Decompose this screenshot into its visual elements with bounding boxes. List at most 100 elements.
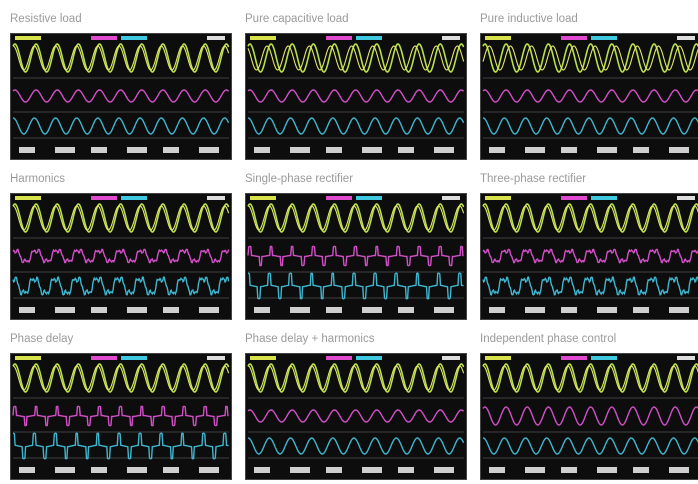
trace-channel-3: [247, 272, 464, 300]
readout: [669, 307, 689, 313]
readout: [91, 147, 107, 153]
readout: [561, 467, 577, 473]
panel-title: Resistive load: [10, 13, 82, 25]
readout: [669, 147, 689, 153]
trace-current: [482, 365, 698, 391]
readout: [525, 467, 545, 473]
status-tag: [442, 36, 460, 40]
readout: [669, 467, 689, 473]
readout: [19, 467, 35, 473]
readout: [55, 147, 75, 153]
channel-tag: [15, 356, 41, 360]
trace-channel-2: [482, 406, 698, 426]
channel-tag: [121, 356, 147, 360]
channel-tag: [326, 356, 352, 360]
trace-current: [12, 365, 230, 391]
channel-tag: [591, 36, 617, 40]
channel-tag: [91, 36, 117, 40]
trace-current: [12, 205, 230, 231]
scope-display: [12, 356, 230, 473]
trace-channel-3: [12, 276, 230, 296]
trace-channel-2: [247, 409, 465, 423]
channel-tag: [91, 356, 117, 360]
readout: [362, 147, 382, 153]
channel-tag: [485, 196, 511, 200]
scope-display: [482, 36, 698, 153]
trace-channel-2: [247, 89, 465, 103]
readout: [434, 467, 454, 473]
readout: [326, 307, 342, 313]
channel-tag: [326, 196, 352, 200]
readout: [163, 147, 179, 153]
trace-current: [247, 365, 465, 391]
readout: [127, 147, 147, 153]
readout: [489, 307, 505, 313]
readout: [91, 307, 107, 313]
readout: [597, 307, 617, 313]
channel-tag: [121, 36, 147, 40]
channel-tag: [485, 356, 511, 360]
readout: [525, 147, 545, 153]
readout: [254, 147, 270, 153]
status-tag: [207, 356, 225, 360]
readout: [199, 467, 219, 473]
trace-voltage: [247, 43, 465, 73]
trace-current: [247, 45, 465, 71]
oscilloscope-screen: [245, 33, 467, 160]
readout: [326, 467, 342, 473]
readout: [398, 147, 414, 153]
readout: [633, 467, 649, 473]
trace-channel-3: [482, 117, 698, 135]
panel-title: Harmonics: [10, 173, 65, 185]
readout: [254, 467, 270, 473]
channel-tag: [250, 196, 276, 200]
trace-channel-3: [482, 276, 698, 296]
readout: [597, 467, 617, 473]
readout: [561, 147, 577, 153]
scope-display: [247, 196, 465, 313]
trace-channel-2: [12, 89, 230, 103]
trace-current: [482, 45, 698, 71]
channel-tag: [356, 196, 382, 200]
readout: [127, 467, 147, 473]
readout: [362, 307, 382, 313]
readout: [398, 467, 414, 473]
trace-current: [247, 205, 465, 231]
oscilloscope-screen: [480, 353, 698, 480]
oscilloscope-screen: [245, 353, 467, 480]
panel-title: Pure inductive load: [480, 13, 578, 25]
readout: [434, 307, 454, 313]
readout: [55, 467, 75, 473]
readout: [163, 467, 179, 473]
readout: [561, 307, 577, 313]
status-tag: [442, 196, 460, 200]
trace-channel-2: [12, 248, 230, 264]
channel-tag: [121, 196, 147, 200]
readout: [19, 307, 35, 313]
channel-tag: [15, 196, 41, 200]
status-tag: [442, 356, 460, 360]
oscilloscope-screen: [10, 193, 232, 320]
panel-title: Pure capacitive load: [245, 13, 349, 25]
channel-tag: [591, 196, 617, 200]
readout: [199, 147, 219, 153]
channel-tag: [485, 36, 511, 40]
channel-tag: [326, 36, 352, 40]
trace-current: [12, 45, 230, 71]
readout: [290, 467, 310, 473]
scope-display: [482, 356, 698, 473]
readout: [290, 147, 310, 153]
channel-tag: [561, 356, 587, 360]
readout: [633, 147, 649, 153]
channel-tag: [250, 36, 276, 40]
readout: [633, 307, 649, 313]
channel-tag: [561, 196, 587, 200]
readout: [362, 467, 382, 473]
panel-title: Single-phase rectifier: [245, 173, 354, 185]
oscilloscope-screen: [10, 33, 232, 160]
channel-tag: [15, 36, 41, 40]
readout: [55, 307, 75, 313]
channel-tag: [356, 356, 382, 360]
panel-title: Independent phase control: [480, 333, 617, 345]
